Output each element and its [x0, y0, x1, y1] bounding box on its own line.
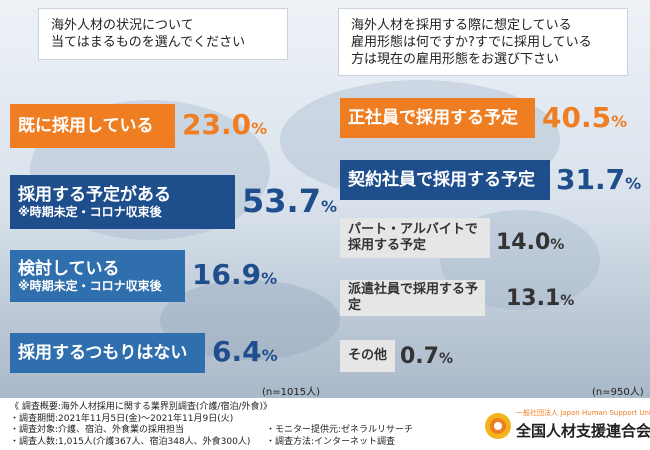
right-bar-2-label: 契約社員で採用する予定 — [348, 170, 535, 190]
left-value-2: 53.7% — [242, 182, 337, 220]
survey-count: ・調査人数:1,015人(介護367人、宿泊348人、外食300人) — [10, 436, 251, 447]
survey-monitor: ・モニター提供元:ゼネラルリサーチ — [266, 425, 414, 435]
left-bar-2-sublabel: ※時期未定・コロナ収束後 — [18, 204, 162, 219]
left-value-4: 6.4% — [212, 335, 278, 368]
right-bar-3-label-line1: パート・アルバイトで — [348, 222, 478, 237]
right-bar-3: パート・アルバイトで 採用する予定 — [340, 218, 490, 258]
left-value-3: 16.9% — [192, 258, 278, 291]
right-question-line2: 雇用形態は何ですか?すでに採用している — [351, 35, 592, 50]
survey-method: ・調査方法:インターネット調査 — [266, 436, 396, 447]
logo-subtitle: 一般社団法人 Japan Human Support Union — [516, 409, 650, 417]
left-bar-3-sublabel: ※時期未定・コロナ収束後 — [18, 278, 162, 293]
left-value-1: 23.0% — [182, 108, 268, 141]
right-bar-5: その他 — [340, 340, 395, 372]
left-bar-3-label: 検討している — [18, 258, 120, 279]
right-value-4: 13.1% — [506, 286, 575, 311]
left-question-line1: 海外人材の状況について — [51, 18, 194, 33]
right-bar-4: 派遣社員で採用する予定 — [340, 280, 485, 316]
right-question-line1: 海外人材を採用する際に想定している — [351, 18, 572, 33]
logo-name: 全国人材支援連合会 — [516, 422, 650, 440]
right-bar-3-label-line2: 採用する予定 — [348, 238, 427, 253]
right-bar-1: 正社員で採用する予定 — [340, 98, 535, 138]
left-question-line2: 当てはまるものを選んでください — [51, 35, 246, 50]
left-bar-4: 採用するつもりはない — [10, 333, 205, 373]
right-question-line3: 方は現在の雇用形態をお選び下さい — [351, 52, 560, 67]
right-question-box: 海外人材を採用する際に想定している 雇用形態は何ですか?すでに採用している 方は… — [338, 8, 628, 76]
left-bar-2-label: 採用する予定がある — [18, 184, 171, 205]
left-bar-1: 既に採用している — [10, 104, 175, 148]
left-sample-size: (n=1015人) — [262, 387, 320, 398]
right-sample-size: (n=950人) — [592, 387, 644, 398]
right-value-1: 40.5% — [542, 101, 628, 134]
right-value-5: 0.7% — [400, 344, 454, 369]
right-value-2: 31.7% — [556, 163, 642, 196]
survey-target: ・調査対象:介護、宿泊、外食業の採用担当 — [10, 425, 185, 435]
left-bar-2: 採用する予定がある ※時期未定・コロナ収束後 — [10, 175, 235, 229]
right-bar-4-label: 派遣社員で採用する予定 — [348, 282, 479, 313]
right-bar-5-label: その他 — [348, 348, 388, 363]
right-value-3: 14.0% — [496, 230, 565, 255]
left-bar-3: 検討している ※時期未定・コロナ収束後 — [10, 250, 185, 302]
survey-title: 《 調査概要:海外人材採用に関する業界別調査(介護/宿泊/外食)》 — [10, 402, 272, 412]
left-bar-4-label: 採用するつもりはない — [18, 343, 188, 363]
right-bar-2: 契約社員で採用する予定 — [340, 160, 550, 200]
left-question-box: 海外人材の状況について 当てはまるものを選んでください — [38, 8, 288, 60]
left-bar-1-label: 既に採用している — [18, 116, 154, 136]
survey-period: ・調査期間:2021年11月5日(金)〜2021年11月9日(火) — [10, 413, 234, 424]
survey-overview: 《 調査概要:海外人材採用に関する業界別調査(介護/宿泊/外食)》 ・調査期間:… — [0, 398, 650, 450]
right-bar-1-label: 正社員で採用する予定 — [348, 108, 518, 128]
organization-logo: 一般社団法人 Japan Human Support Union 全国人材支援連… — [482, 400, 650, 448]
jhsu-emblem-icon — [485, 413, 511, 439]
